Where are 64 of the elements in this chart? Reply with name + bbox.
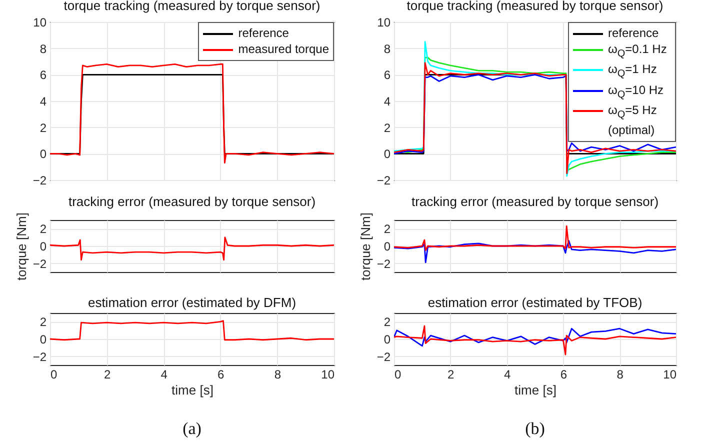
y-axis-title: torque [Nm] bbox=[14, 212, 29, 280]
y-tick-label: 0 bbox=[384, 240, 391, 254]
y-tick-label: 2 bbox=[384, 120, 391, 135]
x-tick-label: 0 bbox=[394, 368, 402, 382]
line-series bbox=[394, 225, 676, 252]
x-tick-label: 10 bbox=[663, 368, 677, 382]
y-tick-label: 2 bbox=[384, 222, 391, 236]
x-tick-label: 6 bbox=[218, 368, 225, 382]
y-tick-label: 6 bbox=[40, 68, 47, 82]
x-axis-title: time [s] bbox=[172, 382, 214, 398]
legend-label: ω$_{Q}$=0.1 Hz bbox=[608, 42, 667, 62]
text: (b) bbox=[525, 419, 545, 439]
text: (a) bbox=[182, 419, 202, 439]
legend-label: measured torque bbox=[238, 42, 329, 57]
y-tick-label: −2 bbox=[376, 350, 391, 364]
x-tick-label: 0 bbox=[50, 368, 58, 382]
y-tick-label: 6 bbox=[384, 68, 391, 82]
chart-title: torque tracking (measured by torque sensor) bbox=[406, 0, 664, 13]
x-tick-label: 10 bbox=[321, 368, 335, 382]
legend-label: ω$_{Q}$=5 Hz (optimal) bbox=[608, 103, 658, 138]
y-tick-label: 4 bbox=[40, 94, 47, 108]
y-tick-label: 0 bbox=[40, 147, 47, 162]
y-tick-label: 2 bbox=[40, 315, 47, 330]
y-tick-label: −2 bbox=[376, 174, 391, 188]
y-tick-label: 0 bbox=[384, 147, 391, 162]
x-tick-label: 2 bbox=[448, 368, 455, 382]
chart-title: estimation error (estimated by DFM) bbox=[88, 295, 296, 310]
y-tick-label: −2 bbox=[32, 256, 47, 271]
line-series bbox=[50, 320, 334, 341]
y-tick-label: 8 bbox=[40, 42, 47, 56]
y-tick-label: 0 bbox=[384, 332, 391, 346]
line-series bbox=[394, 325, 676, 356]
x-axis-title: time [s] bbox=[514, 382, 556, 398]
line-series bbox=[394, 328, 676, 347]
y-tick-label: 10 bbox=[377, 16, 391, 30]
y-tick-label: 0 bbox=[40, 240, 47, 254]
legend-label: ω$_{Q}$=1 Hz bbox=[608, 62, 657, 82]
x-tick-label: 8 bbox=[274, 368, 282, 382]
y-tick-label: −2 bbox=[32, 174, 47, 188]
x-tick-label: 2 bbox=[104, 368, 111, 382]
chart-title: tracking error (measured by torque sensor) bbox=[411, 194, 659, 210]
y-tick-label: 2 bbox=[384, 315, 391, 330]
y-tick-label: 0 bbox=[40, 332, 47, 346]
x-tick-label: 4 bbox=[504, 368, 511, 382]
x-tick-label: 8 bbox=[616, 368, 624, 382]
y-axis-title: torque [Nm] bbox=[358, 212, 373, 280]
y-tick-label: 10 bbox=[33, 16, 47, 30]
chart-title: torque tracking (measured by torque sensor) bbox=[64, 0, 320, 13]
line-series bbox=[394, 240, 676, 264]
chart-title: estimation error (estimated by TFOB) bbox=[428, 295, 642, 310]
line-series bbox=[50, 63, 334, 164]
y-tick-label: 2 bbox=[40, 120, 47, 135]
legend-label: ω$_{Q}$=10 Hz bbox=[608, 82, 664, 102]
chart-title: tracking error (measured by torque sensor) bbox=[68, 194, 316, 210]
legend-label: reference bbox=[608, 26, 659, 41]
y-tick-label: −2 bbox=[376, 256, 391, 271]
y-tick-label: 2 bbox=[40, 222, 47, 236]
y-tick-label: −2 bbox=[32, 350, 47, 364]
x-tick-label: 6 bbox=[560, 368, 568, 382]
y-tick-label: 8 bbox=[384, 42, 391, 56]
y-tick-label: 4 bbox=[384, 94, 391, 108]
x-tick-label: 4 bbox=[160, 368, 168, 382]
legend-label: reference bbox=[238, 26, 289, 41]
line-series bbox=[50, 236, 334, 261]
